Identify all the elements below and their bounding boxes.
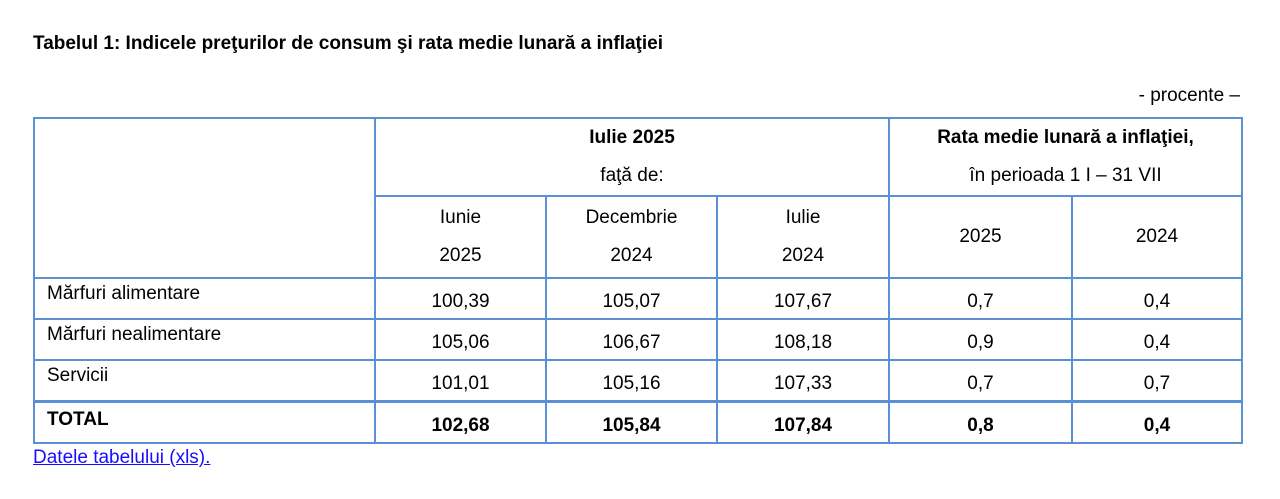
header-col-july-2024: Iulie 2024 <box>716 195 890 279</box>
table-data-xls-link[interactable]: Datele tabelului (xls). <box>33 447 211 468</box>
cell-value: 105,84 <box>545 400 718 444</box>
table-row: Mărfuri nealimentare 105,06 106,67 108,1… <box>33 318 1243 361</box>
cell-value: 0,4 <box>1071 400 1243 444</box>
header-col-december-2024: Decembrie 2024 <box>545 195 718 279</box>
header-col-line2: 2025 <box>439 245 482 266</box>
unit-label: - procente – <box>1138 85 1240 106</box>
cell-value: 0,9 <box>888 318 1073 361</box>
header-col-line2: 2024 <box>781 245 825 266</box>
header-col-june-2025: Iunie 2025 <box>374 195 547 279</box>
row-label: Mărfuri nealimentare <box>33 318 376 361</box>
header-col-line1: 2024 <box>1135 226 1179 247</box>
header-col-line2: 2024 <box>610 245 653 266</box>
cell-value: 107,67 <box>716 277 890 320</box>
inflation-table: Iulie 2025 faţă de: Rata medie lunară a … <box>33 117 1243 444</box>
cell-value: 105,07 <box>545 277 718 320</box>
header-col-line1: 2025 <box>959 226 1002 247</box>
header-col-line1: Decembrie <box>585 207 678 228</box>
header-col-line1: Iulie <box>785 207 821 228</box>
header-col-2025: 2025 <box>888 195 1073 279</box>
cell-value: 0,4 <box>1071 277 1243 320</box>
cell-value: 0,7 <box>888 277 1073 320</box>
cell-value: 105,16 <box>545 359 718 403</box>
cell-value: 107,84 <box>716 400 890 444</box>
cell-value: 102,68 <box>374 400 547 444</box>
cell-value: 0,4 <box>1071 318 1243 361</box>
cell-value: 0,8 <box>888 400 1073 444</box>
header-group-inflation-rate: Rata medie lunară a inflaţiei, în perioa… <box>888 117 1243 197</box>
cell-value: 108,18 <box>716 318 890 361</box>
cell-value: 105,06 <box>374 318 547 361</box>
header-col-2024: 2024 <box>1071 195 1243 279</box>
row-label: Servicii <box>33 359 376 403</box>
row-label: TOTAL <box>33 400 376 444</box>
cell-value: 0,7 <box>1071 359 1243 403</box>
header-group-july-2025-sub: faţă de: <box>600 165 664 186</box>
table-row: Servicii 101,01 105,16 107,33 0,7 0,7 <box>33 359 1243 403</box>
cell-value: 0,7 <box>888 359 1073 403</box>
table-row: Mărfuri alimentare 100,39 105,07 107,67 … <box>33 277 1243 320</box>
header-col-line1: Iunie <box>439 207 482 228</box>
cell-value: 100,39 <box>374 277 547 320</box>
row-label: Mărfuri alimentare <box>33 277 376 320</box>
cell-value: 101,01 <box>374 359 547 403</box>
table-row-total: TOTAL 102,68 105,84 107,84 0,8 0,4 <box>33 400 1243 444</box>
table-title: Tabelul 1: Indicele preţurilor de consum… <box>33 33 663 54</box>
header-group-july-2025-title: Iulie 2025 <box>589 127 675 148</box>
header-group-inflation-rate-sub: în perioada 1 I – 31 VII <box>969 165 1162 186</box>
header-empty-cell <box>33 117 376 279</box>
header-group-july-2025: Iulie 2025 faţă de: <box>374 117 890 197</box>
header-group-inflation-rate-title: Rata medie lunară a inflaţiei, <box>937 127 1194 148</box>
cell-value: 107,33 <box>716 359 890 403</box>
cell-value: 106,67 <box>545 318 718 361</box>
